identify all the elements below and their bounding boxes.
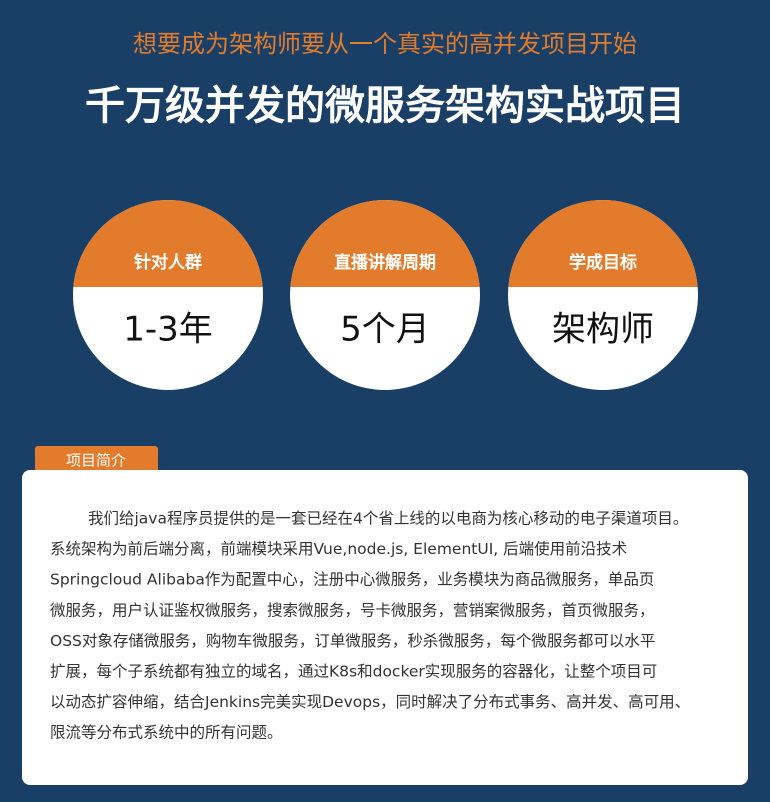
intro-line: 系统架构为前后端分离，前端模块采用Vue,node.js, ElementUI,… [50, 540, 627, 558]
tab [35, 446, 158, 476]
intro-line: 以动态扩容伸缩，结合Jenkins完美实现Devops，同时解决了分布式事务、高… [50, 693, 690, 711]
stat-value: 1-3年 [123, 310, 213, 350]
stat-label: 针对人群 [134, 252, 202, 273]
intro-line: 微服务，用户认证鉴权微服务，搜索微服务，号卡微服务，营销案微服务，首页微服务， [50, 601, 655, 619]
subtitle: 想要成为架构师要从一个真实的高并发项目开始 [133, 30, 637, 58]
title: 千万级并发的微服务架构实战项目 [85, 83, 685, 129]
stat-value: 5个月 [340, 310, 430, 350]
intro-card [22, 470, 748, 785]
intro-line: 我们给java程序员提供的是一套已经在4个省上线的以电商为核心移动的电子渠道项目… [88, 510, 688, 528]
stat-value: 架构师 [552, 310, 654, 350]
intro-line: 限流等分布式系统中的所有问题。 [50, 724, 283, 742]
tab-label: 项目简介 [66, 452, 126, 470]
stat-circle [508, 200, 698, 390]
intro-line: Springcloud Alibaba作为配置中心，注册中心微服务，业务模块为商… [50, 571, 654, 589]
stat-label: 直播讲解周期 [334, 252, 436, 273]
stat-circle [290, 200, 480, 390]
intro-line: 扩展，每个子系统都有独立的域名，通过K8s和docker实现服务的容器化，让整个… [50, 663, 657, 681]
intro-line: OSS对象存储微服务，购物车微服务，订单微服务，秒杀微服务，每个微服务都可以水平 [50, 632, 655, 650]
stat-circle [73, 200, 263, 390]
stat-label: 学成目标 [569, 252, 637, 273]
